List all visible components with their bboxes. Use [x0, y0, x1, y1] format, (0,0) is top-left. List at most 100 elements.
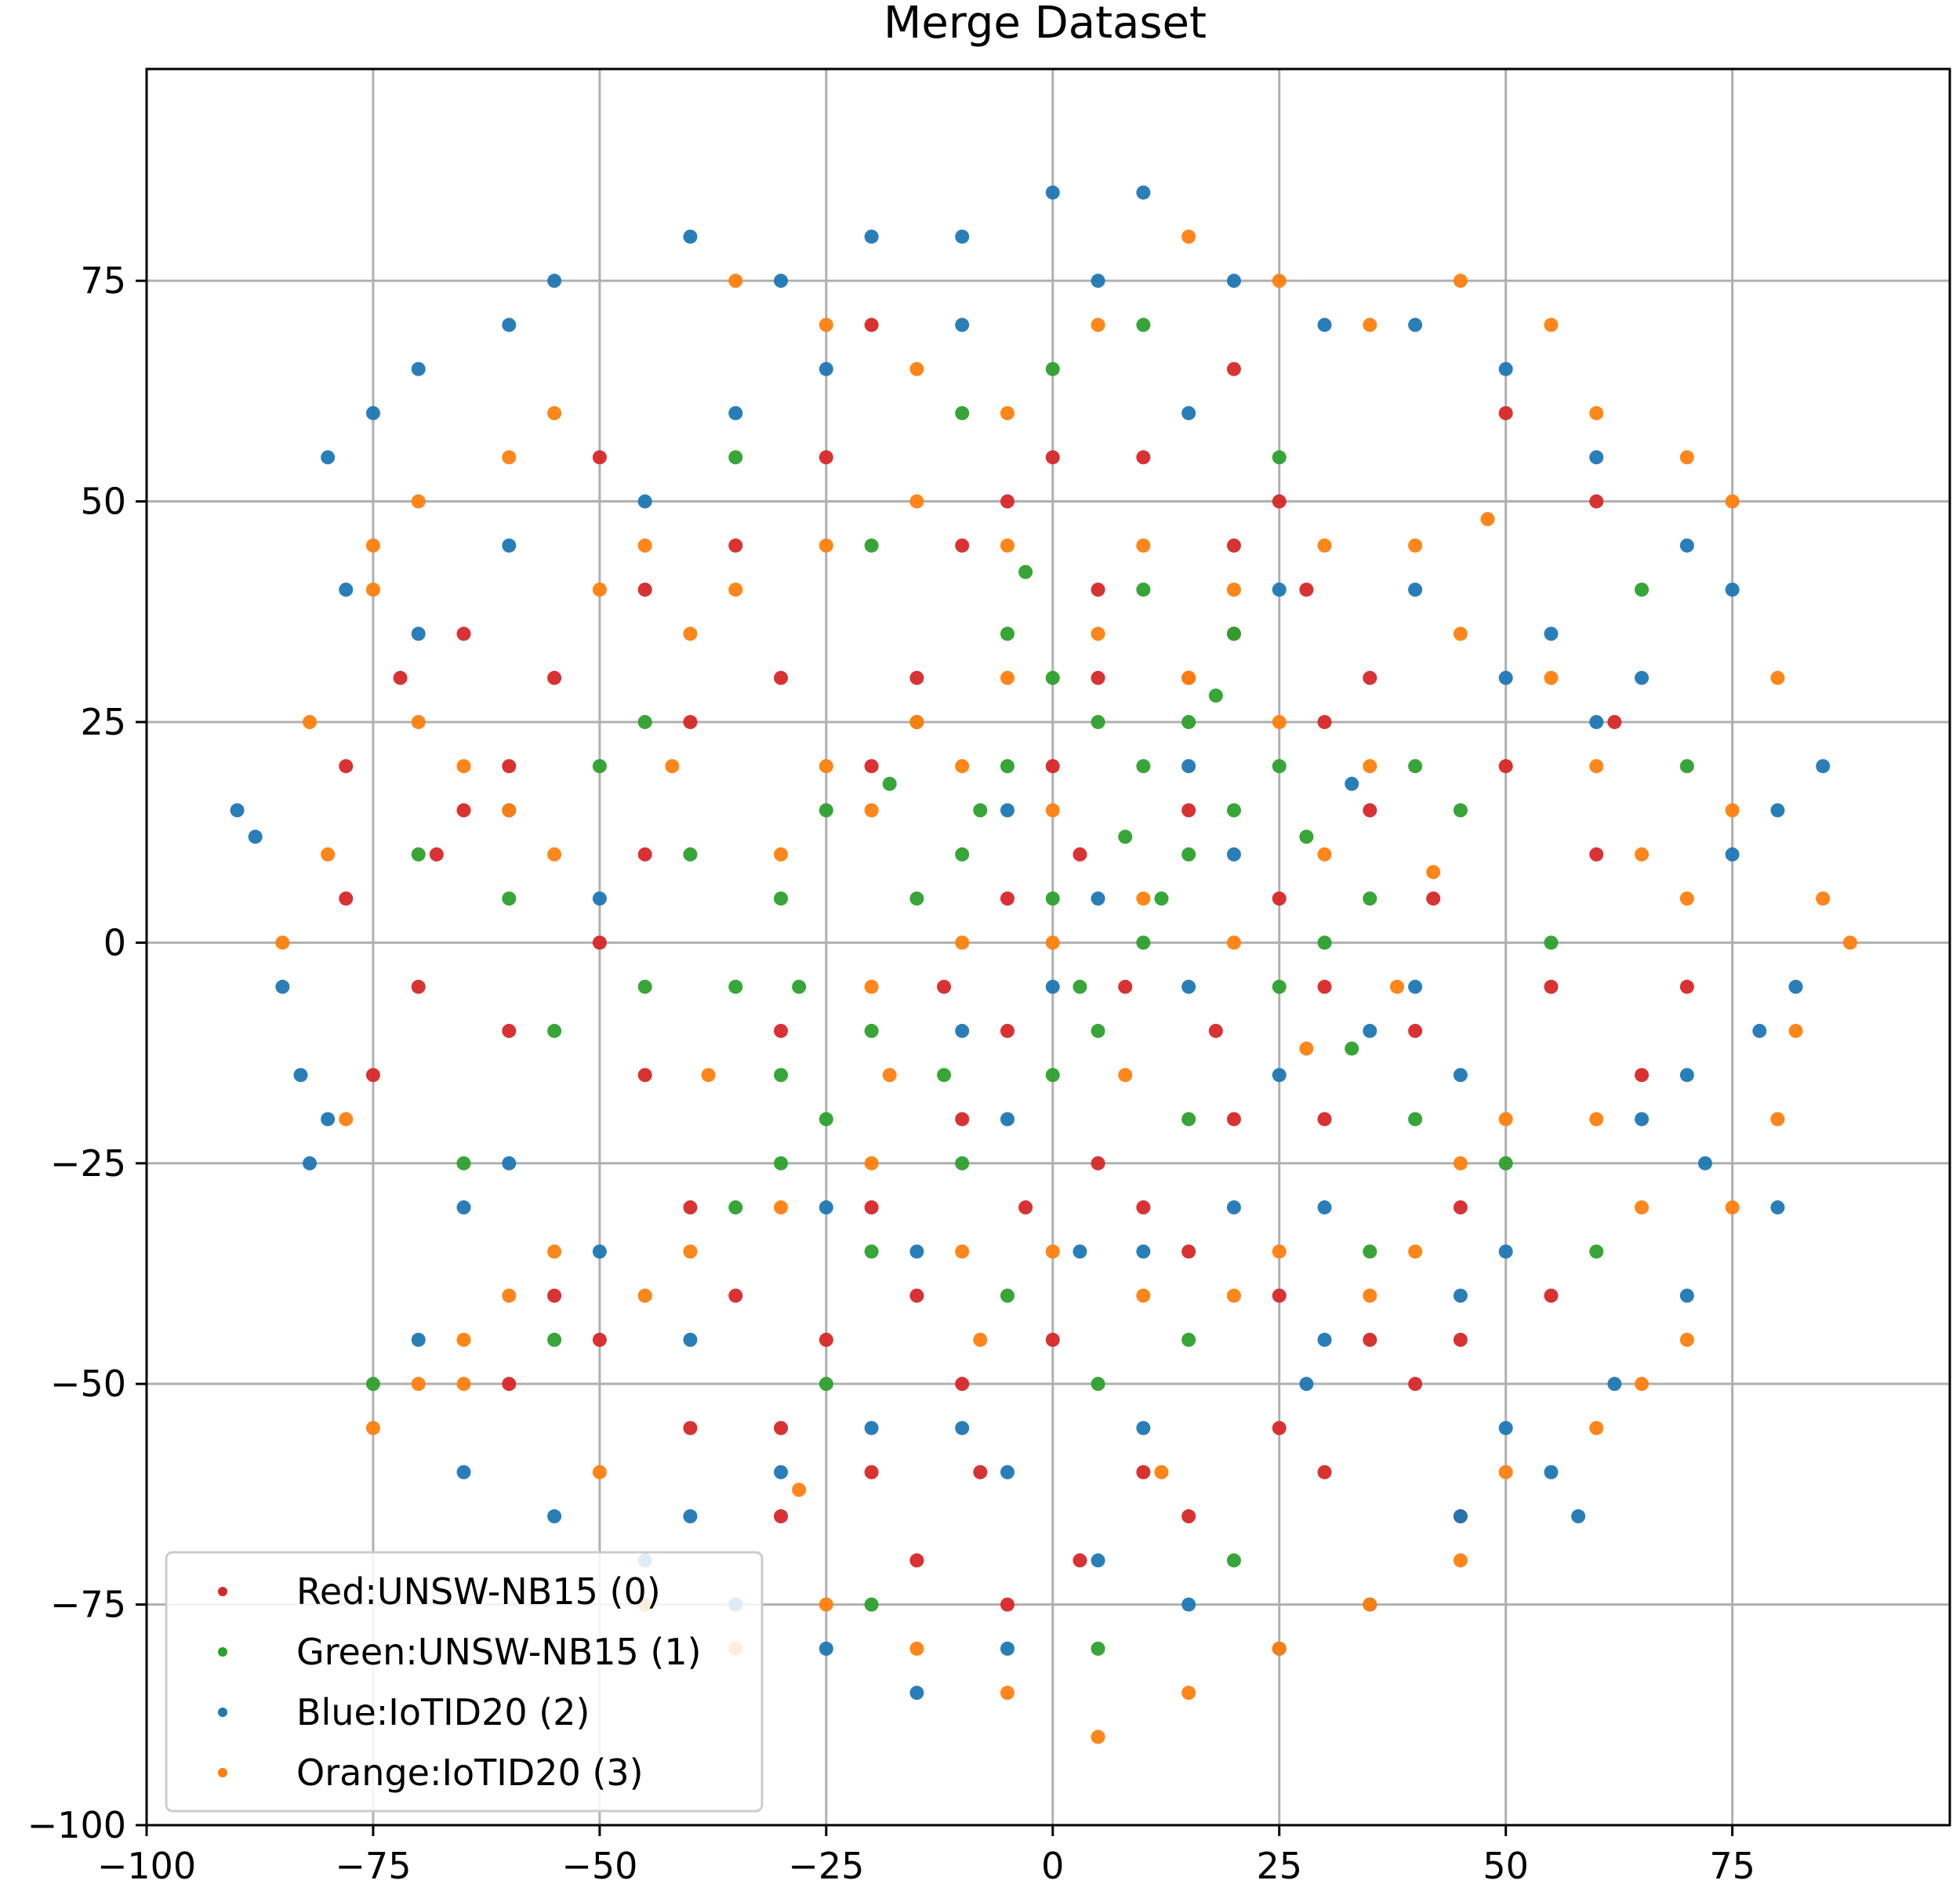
data-point-series-3: [411, 494, 426, 509]
data-point-series-3: [973, 1332, 988, 1347]
data-point-series-1: [1045, 1068, 1060, 1083]
data-point-series-2: [1000, 1641, 1014, 1656]
data-point-series-3: [1000, 670, 1014, 685]
data-point-series-2: [955, 318, 970, 332]
data-point-series-2: [1226, 274, 1241, 289]
data-point-series-3: [1770, 670, 1785, 685]
data-point-series-2: [1317, 1200, 1332, 1215]
data-point-series-1: [1000, 1288, 1014, 1303]
data-point-series-2: [502, 538, 517, 553]
x-tick-label: 0: [1041, 1845, 1064, 1887]
data-point-series-1: [1045, 361, 1060, 376]
data-point-series-1: [1091, 1377, 1105, 1392]
data-point-series-0: [1363, 1332, 1377, 1347]
data-point-series-3: [1045, 803, 1060, 818]
data-point-series-3: [1426, 865, 1441, 880]
data-point-series-3: [592, 583, 607, 597]
data-point-series-1: [792, 979, 807, 994]
data-point-series-2: [955, 229, 970, 244]
y-tick-label: −75: [50, 1584, 126, 1626]
data-point-series-1: [818, 1112, 833, 1127]
data-point-series-0: [1226, 361, 1241, 376]
data-point-series-1: [909, 891, 924, 906]
data-point-series-2: [683, 1509, 698, 1524]
data-point-series-2: [1589, 450, 1604, 465]
data-point-series-3: [1453, 274, 1468, 289]
y-tick-label: 50: [80, 481, 126, 523]
x-tick-label: 50: [1483, 1845, 1529, 1887]
data-point-series-1: [728, 1200, 743, 1215]
data-point-series-1: [1679, 759, 1694, 774]
data-point-series-3: [321, 847, 336, 862]
data-point-series-2: [955, 1421, 970, 1436]
data-point-series-0: [592, 450, 607, 465]
data-point-series-3: [1272, 714, 1287, 729]
data-point-series-3: [637, 1288, 652, 1303]
data-point-series-2: [339, 583, 354, 597]
data-point-series-1: [1408, 759, 1423, 774]
data-point-series-0: [592, 935, 607, 950]
data-point-series-1: [728, 979, 743, 994]
data-point-series-2: [230, 803, 245, 818]
data-point-series-0: [429, 847, 444, 862]
data-point-series-0: [955, 1112, 970, 1127]
data-point-series-2: [1770, 803, 1785, 818]
data-point-series-3: [275, 935, 290, 950]
data-point-series-1: [1091, 1023, 1105, 1038]
data-point-series-1: [547, 1023, 562, 1038]
legend-marker: [218, 1587, 227, 1596]
data-point-series-1: [1136, 759, 1151, 774]
data-point-series-1: [864, 1597, 879, 1612]
data-point-series-2: [955, 1023, 970, 1038]
data-point-series-3: [1635, 847, 1650, 862]
data-point-series-1: [1045, 891, 1060, 906]
data-point-series-2: [456, 1465, 471, 1479]
data-point-series-3: [365, 583, 380, 597]
data-point-series-3: [1091, 626, 1105, 641]
data-point-series-3: [1136, 891, 1151, 906]
data-point-series-1: [1073, 979, 1087, 994]
data-point-series-2: [1045, 185, 1060, 200]
data-point-series-3: [1453, 1553, 1468, 1568]
data-point-series-3: [1725, 494, 1740, 509]
data-point-series-3: [1453, 626, 1468, 641]
data-point-series-0: [1045, 450, 1060, 465]
data-point-series-3: [1770, 1112, 1785, 1127]
data-point-series-2: [1498, 361, 1513, 376]
data-point-series-0: [637, 847, 652, 862]
data-point-series-2: [321, 450, 336, 465]
data-point-series-2: [411, 1332, 426, 1347]
data-point-series-3: [411, 1377, 426, 1392]
data-point-series-0: [1136, 1200, 1151, 1215]
data-point-series-0: [1498, 405, 1513, 420]
data-point-series-2: [1498, 1421, 1513, 1436]
data-point-series-0: [592, 1332, 607, 1347]
data-point-series-1: [774, 1068, 789, 1083]
data-point-series-2: [456, 1200, 471, 1215]
data-point-series-2: [1345, 776, 1359, 791]
data-point-series-0: [1408, 1377, 1423, 1392]
data-point-series-3: [864, 979, 879, 994]
data-point-series-1: [1299, 829, 1314, 844]
data-point-series-1: [1181, 1112, 1196, 1127]
data-point-series-1: [955, 1156, 970, 1171]
data-point-series-2: [1091, 891, 1105, 906]
data-point-series-3: [818, 759, 833, 774]
data-point-series-3: [502, 450, 517, 465]
data-point-series-1: [1136, 583, 1151, 597]
legend-marker: [218, 1647, 227, 1657]
data-point-series-3: [365, 538, 380, 553]
data-point-series-3: [1498, 1112, 1513, 1127]
data-point-series-3: [818, 318, 833, 332]
data-point-series-2: [1752, 1023, 1767, 1038]
data-point-series-2: [909, 1686, 924, 1701]
data-point-series-3: [955, 935, 970, 950]
data-point-series-2: [683, 1332, 698, 1347]
x-tick-label: 25: [1256, 1845, 1302, 1887]
data-point-series-3: [1544, 318, 1559, 332]
data-point-series-0: [1363, 670, 1377, 685]
data-point-series-1: [1226, 1553, 1241, 1568]
data-point-series-0: [547, 1288, 562, 1303]
data-point-series-2: [1697, 1156, 1712, 1171]
legend-label: Blue:IoTID20 (2): [296, 1691, 590, 1733]
